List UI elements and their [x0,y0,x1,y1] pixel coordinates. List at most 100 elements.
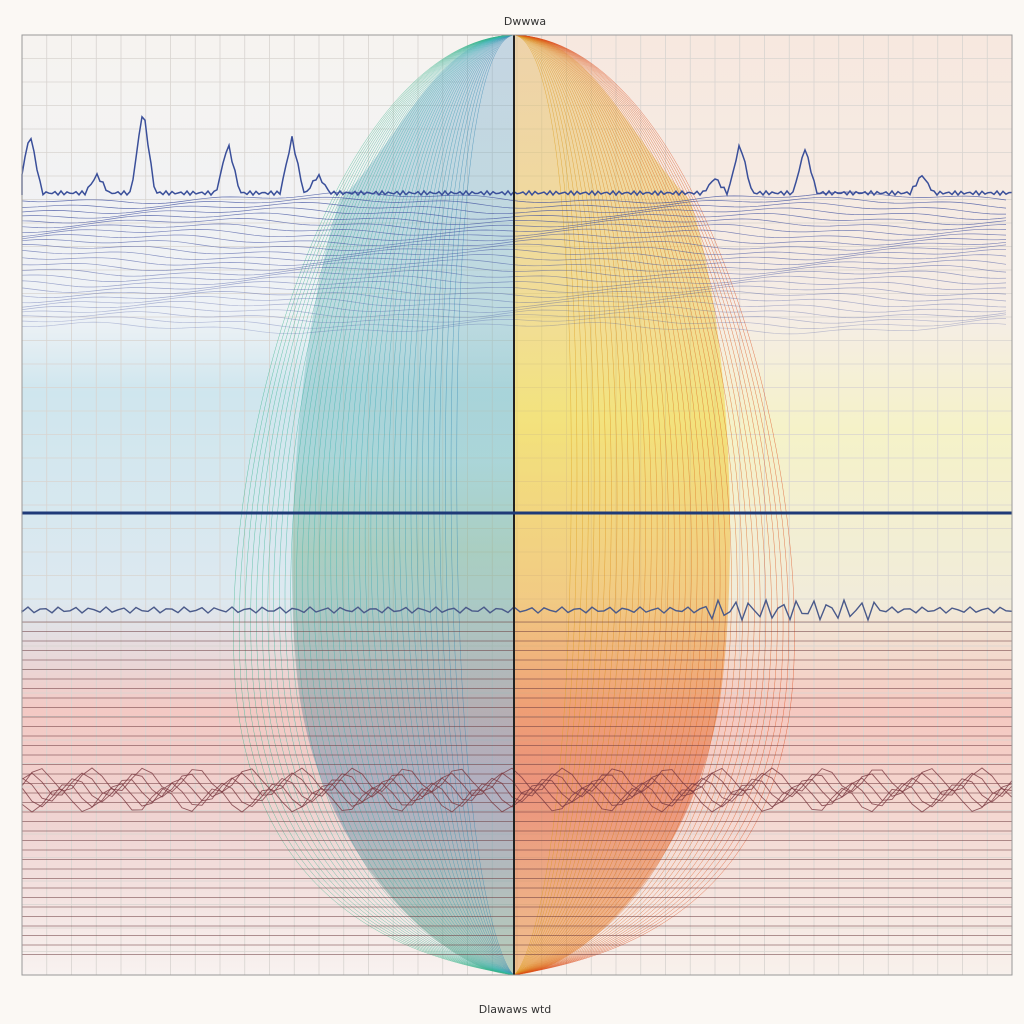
bell-curve [513,34,727,976]
bell-curve [513,34,686,976]
bell-curve [359,34,515,976]
x-axis-label: Dlawaws wtd [479,1003,552,1016]
bell-curve [324,34,515,976]
bell-fill [292,35,514,975]
band-line [21,300,1007,313]
bell-curve [313,34,515,976]
bell-curve [416,34,515,976]
bell-curve [513,34,709,976]
zigzag-line [21,777,1013,803]
band-line [21,290,1007,304]
band-line [21,243,1007,256]
band-line [21,254,1007,267]
bell-curve [422,34,515,976]
bell-curve [513,34,681,976]
band-line [21,311,1007,324]
band-line [21,275,1007,288]
bell-curve [284,34,515,976]
bell-curve [445,34,515,976]
bell-curve [513,34,784,976]
bell-curve [399,34,515,976]
bell-curve [513,34,738,976]
bell-curve [450,34,515,976]
band-line [21,295,1007,308]
bell-curve [433,34,515,976]
line-bands [21,115,1013,955]
bell-curve [513,34,589,976]
bell-curve [513,34,664,976]
bell-curve [330,34,515,976]
bell-curve [244,34,515,976]
spike-line [21,115,1013,197]
bell-curve [513,34,795,976]
bell-curve [513,34,761,976]
bell-curve [513,34,623,976]
band-line [21,285,1007,298]
bell-curve [513,34,675,976]
bell-curve [513,34,641,976]
chart-title: Dwwwa [504,15,546,28]
zigzag-line [21,787,1013,813]
bell-curve [513,34,669,976]
bell-curve [353,34,515,976]
bell-curve [513,34,595,976]
bell-curve [347,34,515,976]
bell-curve [233,34,515,976]
bell-curve [513,34,583,976]
band-line [21,264,1007,277]
bell-curve [513,34,698,976]
band-line [21,321,1007,335]
bell-curve [456,34,515,976]
bell-curve [296,34,515,976]
bell-curve [513,34,612,976]
bell-curve [513,34,572,976]
band-line [21,233,1007,246]
bell-curve [427,34,515,976]
band-line [21,270,1007,283]
bell-curve [250,34,515,976]
bell-curve [513,34,606,976]
bell-curve [513,34,704,976]
bell-curve [336,34,515,976]
bell-curve [382,34,515,976]
bell-curve [238,34,515,976]
bell-curve [513,34,778,976]
zigzag-line [21,782,1013,808]
band-line [21,259,1007,272]
bell-curve [273,34,515,976]
bell-curve [513,34,744,976]
band-line [21,191,1007,204]
bell-curve [513,34,629,976]
bell-curve [513,34,658,976]
band-line [21,223,1007,236]
bell-curve [301,34,515,976]
band-line [21,238,1007,251]
bell-curve [319,34,515,976]
band-line [21,306,1007,319]
band-line [21,218,1007,231]
band-line [21,202,1006,215]
bell-curve [513,34,578,976]
bell-curve [513,34,646,976]
bell-curve [307,34,515,976]
bell-curve [513,34,715,976]
band-line [21,316,1007,329]
bell-curve [513,34,732,976]
bell-curve [387,34,515,976]
band-line [21,207,1007,220]
bell-curve [513,34,772,976]
bell-curve [290,34,515,976]
bell-curve [342,34,515,976]
bell-curve [256,34,515,976]
bell-curve [370,34,515,976]
bell-curve [410,34,515,976]
band-line [21,228,1007,241]
band-line [21,248,1006,261]
bell-curve [513,34,601,976]
bell-curve [513,34,618,976]
band-line [21,212,1007,226]
bell-curve [364,34,515,976]
band-line [21,196,1007,209]
